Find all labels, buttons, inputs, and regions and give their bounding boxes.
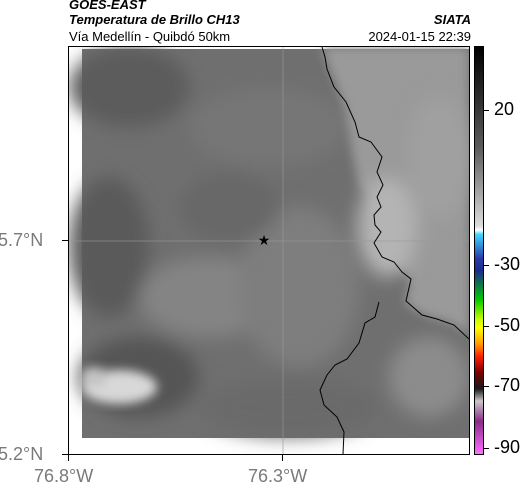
department-border-east bbox=[321, 47, 469, 340]
region-label: Vía Medellín - Quibdó 50km bbox=[69, 29, 231, 44]
lat-tick-5-7: 5.7°N bbox=[0, 230, 44, 250]
lat-tick-mark bbox=[62, 240, 68, 241]
colorbar-label-minus30: -30 bbox=[494, 254, 521, 274]
organization-label: SIATA bbox=[433, 12, 471, 27]
colorbar bbox=[474, 46, 484, 455]
colorbar-tick-mark bbox=[484, 110, 489, 111]
lat-tick-mark bbox=[62, 454, 68, 455]
colorbar-label-minus50: -50 bbox=[494, 315, 521, 335]
colorbar-label-minus90: -90 bbox=[494, 437, 521, 457]
colorbar-label-20: 20 bbox=[494, 99, 515, 119]
satellite-title: GOES-EAST bbox=[69, 0, 146, 12]
star-marker-icon: ★ bbox=[258, 233, 271, 249]
colorbar-tick-mark bbox=[484, 265, 489, 266]
lon-tick-mark bbox=[282, 455, 283, 461]
department-border-south bbox=[319, 301, 380, 454]
colorbar-tick-mark bbox=[484, 326, 489, 327]
lon-tick-76-3: 76.3°W bbox=[248, 466, 308, 486]
colorbar-label-minus70: -70 bbox=[494, 375, 521, 395]
colorbar-tick-mark bbox=[484, 386, 489, 387]
product-title: Temperatura de Brillo CH13 bbox=[69, 12, 240, 27]
satellite-image: ★ bbox=[69, 47, 469, 454]
colorbar-tick-mark bbox=[484, 448, 489, 449]
lon-tick-mark bbox=[68, 455, 69, 461]
lat-tick-5-2: 5.2°N bbox=[0, 444, 44, 464]
datetime-label: 2024-01-15 22:39 bbox=[368, 29, 471, 44]
map-panel[interactable]: ★ bbox=[68, 46, 470, 455]
lon-tick-76-8: 76.8°W bbox=[34, 466, 94, 486]
